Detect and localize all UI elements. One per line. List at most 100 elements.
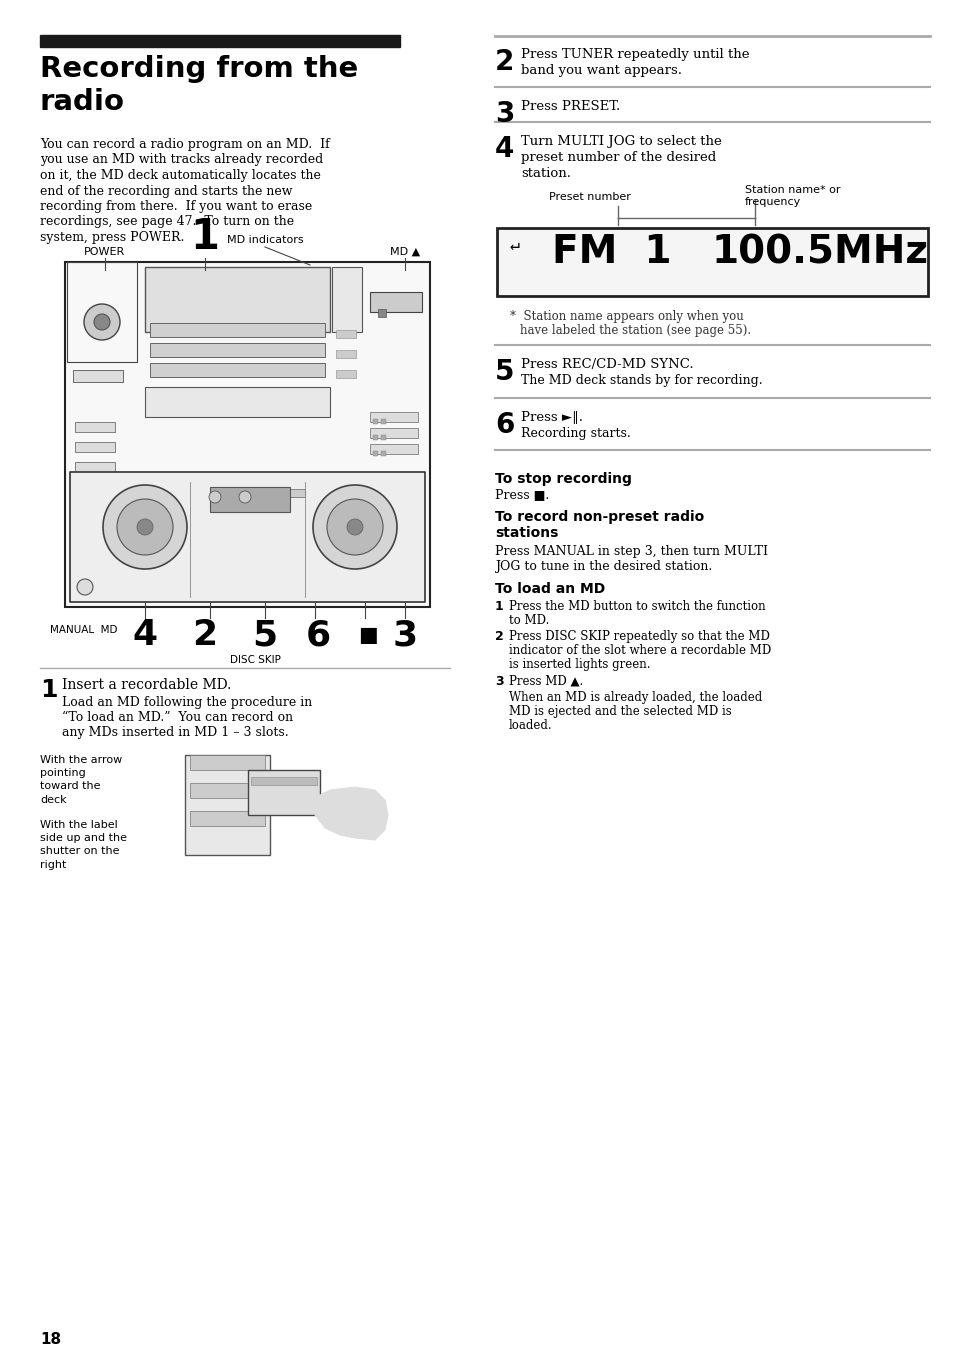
Text: 1: 1 [40,678,57,702]
Bar [185,755,270,855]
Text: The MD deck stands by for recording.: The MD deck stands by for recording. [520,374,761,388]
Text: system, press POWER.: system, press POWER. [40,230,184,244]
Text: JOG to tune in the desired station.: JOG to tune in the desired station. [495,560,712,573]
Circle shape [239,491,251,503]
Text: MD indicators: MD indicators [227,234,303,245]
Text: recording from there.  If you want to erase: recording from there. If you want to era… [40,201,312,213]
Bar [190,812,265,827]
Polygon shape [310,787,388,840]
Text: end of the recording and starts the new: end of the recording and starts the new [40,184,293,198]
Text: 1: 1 [495,600,503,612]
Bar [67,262,137,362]
Text: With the arrow
pointing
toward the
deck: With the arrow pointing toward the deck [40,755,122,805]
Bar [150,322,325,337]
Text: 18: 18 [40,1332,61,1347]
Text: Press ►‖.: Press ►‖. [520,411,582,424]
Text: *  Station name appears only when you: * Station name appears only when you [510,310,743,322]
Text: FM  1: FM 1 [552,233,671,271]
Text: You can record a radio program on an MD.  If: You can record a radio program on an MD.… [40,138,330,150]
Bar [377,309,386,317]
Text: preset number of the desired: preset number of the desired [520,150,716,164]
Bar [73,370,123,382]
Text: radio: radio [40,88,125,117]
Circle shape [137,519,152,535]
Text: have labeled the station (see page 55).: have labeled the station (see page 55). [519,324,750,337]
Text: Press MD ▲.: Press MD ▲. [509,675,582,688]
Text: Press PRESET.: Press PRESET. [520,100,619,112]
Bar [250,489,290,497]
Bar [230,489,245,497]
Text: 3: 3 [495,675,503,688]
Text: MD ▲: MD ▲ [390,247,419,257]
Text: Station name* or: Station name* or [744,186,840,195]
Bar [145,388,330,417]
Bar [380,451,386,457]
Bar [335,350,355,358]
Bar [210,486,290,512]
Bar [370,412,417,421]
Text: Preset number: Preset number [549,192,630,202]
Bar [190,755,265,770]
Bar [190,783,265,798]
Text: 6: 6 [495,411,514,439]
Bar [145,267,330,332]
Text: is inserted lights green.: is inserted lights green. [509,659,650,671]
Text: DISC SKIP: DISC SKIP [230,654,280,665]
Text: ■: ■ [357,625,377,645]
Bar [370,444,417,454]
Text: you use an MD with tracks already recorded: you use an MD with tracks already record… [40,153,323,167]
Text: 2: 2 [495,630,503,644]
Text: 5: 5 [495,358,514,386]
Circle shape [313,485,396,569]
Text: To stop recording: To stop recording [495,472,631,486]
Bar [75,421,115,432]
Text: “To load an MD.”  You can record on: “To load an MD.” You can record on [62,711,293,724]
Text: frequency: frequency [744,196,801,207]
Bar [251,776,316,785]
Bar [75,462,115,472]
Text: 100.5MHz: 100.5MHz [711,233,928,271]
Text: ↵: ↵ [509,236,518,253]
Text: 3: 3 [495,100,514,127]
Bar [380,435,386,440]
Bar [335,370,355,378]
Text: 2: 2 [193,618,217,652]
Text: 2: 2 [495,47,514,76]
Text: 3: 3 [392,618,417,652]
Circle shape [94,314,110,331]
Bar [380,419,386,424]
Text: POWER: POWER [84,247,126,257]
Bar [40,35,399,47]
Text: Press ■.: Press ■. [495,488,549,501]
Bar [497,228,927,295]
Circle shape [117,499,172,556]
Text: Load an MD following the procedure in: Load an MD following the procedure in [62,696,312,709]
Text: station.: station. [520,167,571,180]
Circle shape [84,304,120,340]
Text: 4: 4 [132,618,157,652]
Text: MANUAL  MD: MANUAL MD [50,625,117,635]
Text: Press the MD button to switch the function: Press the MD button to switch the functi… [509,600,765,612]
Bar [373,435,377,440]
Text: Press REC/CD-MD SYNC.: Press REC/CD-MD SYNC. [520,358,693,371]
Text: When an MD is already loaded, the loaded: When an MD is already loaded, the loaded [509,691,761,705]
Text: Recording from the: Recording from the [40,56,358,83]
Bar [150,343,325,356]
Text: With the label
side up and the
shutter on the
right: With the label side up and the shutter o… [40,820,127,870]
Circle shape [103,485,187,569]
Bar [65,262,430,607]
Text: stations: stations [495,526,558,541]
Bar [370,428,417,438]
Text: any MDs inserted in MD 1 – 3 slots.: any MDs inserted in MD 1 – 3 slots. [62,726,289,738]
Bar [370,291,421,312]
Text: recordings, see page 47.  To turn on the: recordings, see page 47. To turn on the [40,215,294,229]
Text: Press TUNER repeatedly until the: Press TUNER repeatedly until the [520,47,749,61]
Text: on it, the MD deck automatically locates the: on it, the MD deck automatically locates… [40,169,320,182]
Bar [210,489,225,497]
Bar [335,331,355,337]
Bar [290,489,305,497]
Bar [70,472,424,602]
Bar [270,489,285,497]
Text: Insert a recordable MD.: Insert a recordable MD. [62,678,232,692]
Text: 6: 6 [305,618,331,652]
